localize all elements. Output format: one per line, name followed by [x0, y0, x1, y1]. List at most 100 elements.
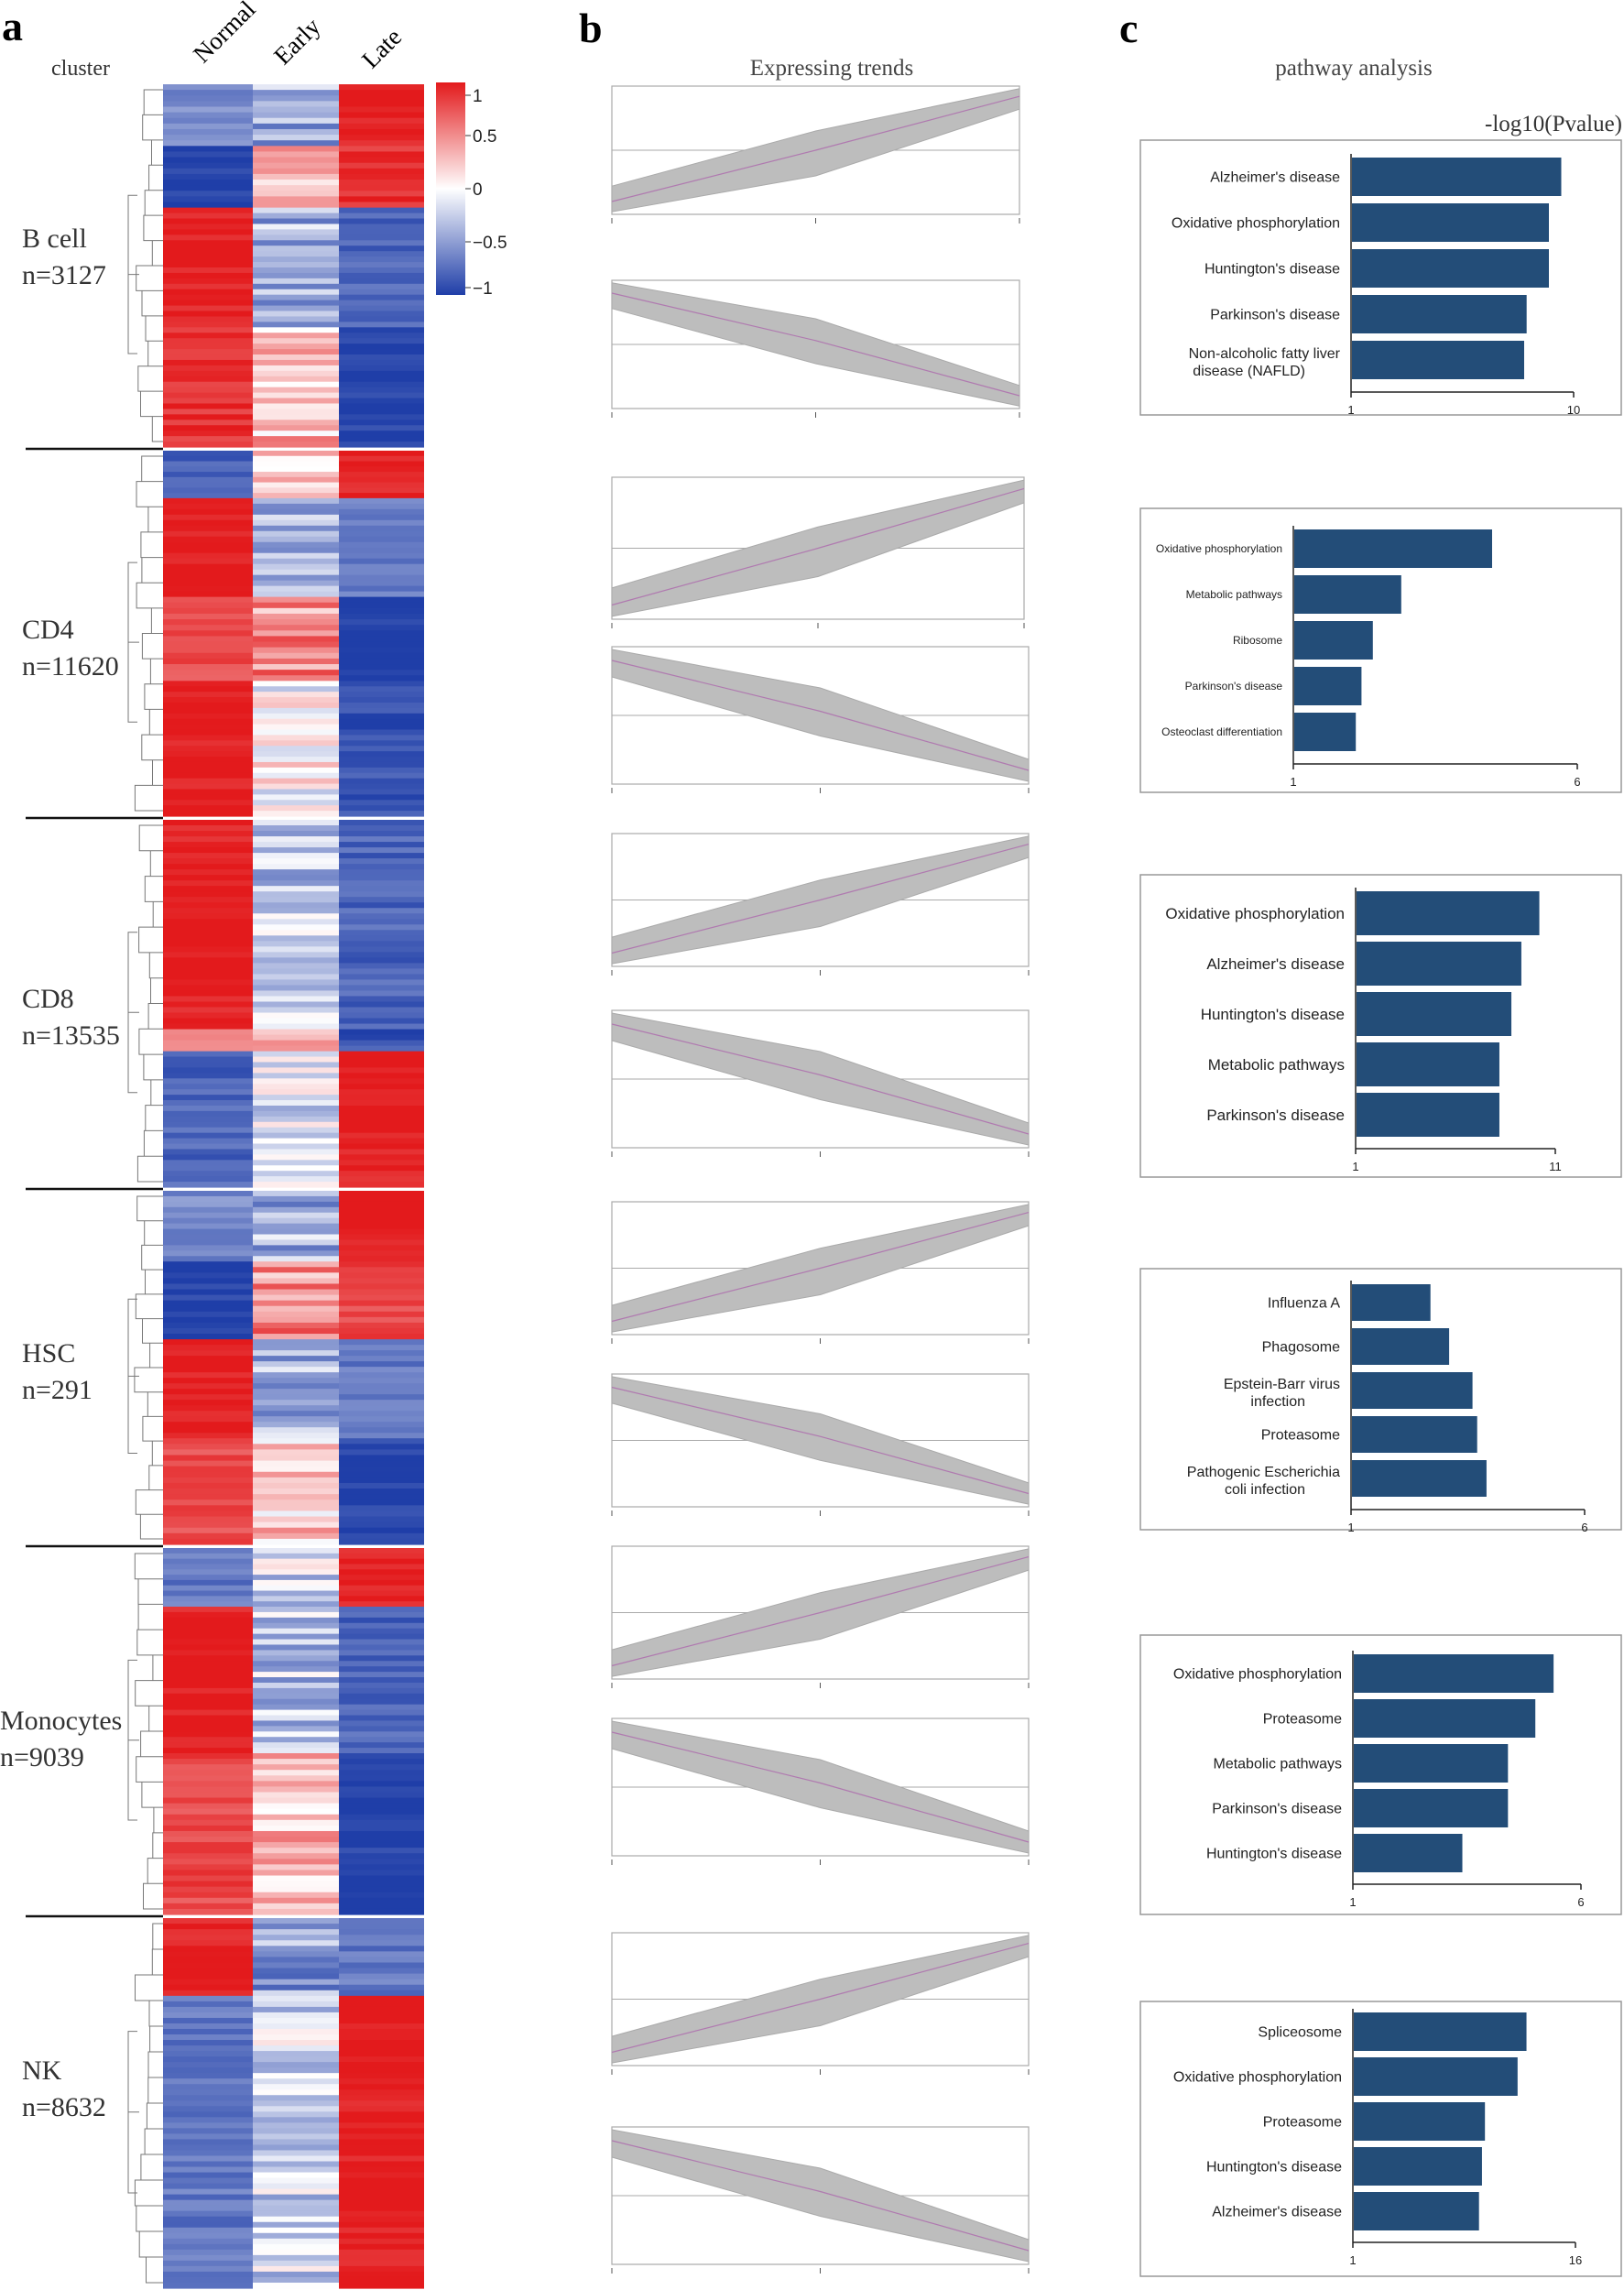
heatmap-cell [339, 1217, 424, 1225]
heatmap-cell [253, 1438, 339, 1445]
heatmap-cell [163, 157, 253, 164]
heatmap-cell [253, 1825, 339, 1832]
heatmap-cell [163, 2122, 253, 2129]
heatmap-cell [339, 1644, 424, 1652]
heatmap-cell [339, 472, 424, 478]
heatmap-cell [339, 1650, 424, 1656]
heatmap-cell [253, 1830, 339, 1837]
heatmap-cell [339, 2166, 424, 2174]
heatmap-cell [339, 398, 424, 405]
heatmap-cell [339, 935, 424, 942]
heatmap-cell [339, 1720, 424, 1727]
pathway-x-tick-label: 1 [1349, 2253, 1356, 2267]
heatmap-cell [253, 805, 339, 812]
heatmap-cell [253, 333, 339, 339]
heatmap-cell [339, 686, 424, 692]
heatmap-cell [253, 1040, 339, 1047]
heatmap-cell [253, 2045, 339, 2052]
heatmap-cell [253, 1322, 339, 1329]
trend-plot [611, 1718, 1030, 1865]
heatmap-cell [339, 245, 424, 252]
heatmap-cell [163, 811, 253, 817]
heatmap-cell [163, 2177, 253, 2185]
heatmap-cell [253, 658, 339, 665]
heatmap-cell [163, 886, 253, 892]
dendrogram-branch [127, 1195, 163, 1540]
heatmap-cell [163, 1494, 253, 1500]
heatmap-cell [163, 1875, 253, 1882]
heatmap-cell [163, 2139, 253, 2146]
heatmap-cell [253, 1940, 339, 1946]
heatmap-cell [339, 218, 424, 225]
heatmap-cell [253, 729, 339, 736]
heatmap-cell [253, 902, 339, 909]
pathway-category-label: Oxidative phosphorylation [1173, 2070, 1342, 2086]
heatmap-cell [339, 2040, 424, 2046]
heatmap-cell [339, 1056, 424, 1063]
heatmap-cell [163, 740, 253, 747]
heatmap-cell [253, 1808, 339, 1816]
heatmap-cell [253, 403, 339, 410]
heatmap-cell [163, 1100, 253, 1107]
heatmap-cell [339, 1367, 424, 1373]
heatmap-cell [253, 1607, 339, 1613]
heatmap-cell [339, 84, 424, 91]
heatmap-cell [339, 2056, 424, 2063]
heatmap-cell [163, 1201, 253, 1208]
heatmap-cell [163, 420, 253, 426]
heatmap-cell [163, 724, 253, 731]
heatmap-cell [339, 1223, 424, 1230]
heatmap-cell [339, 811, 424, 817]
heatmap-cell [163, 1438, 253, 1445]
heatmap-cell [339, 1786, 424, 1794]
heatmap-cell [163, 1001, 253, 1009]
heatmap-cell [163, 794, 253, 801]
heatmap-cell [339, 2095, 424, 2101]
heatmap-cell [163, 381, 253, 388]
heatmap-cell [253, 702, 339, 709]
heatmap-cell [339, 365, 424, 372]
heatmap-cell [339, 1499, 424, 1506]
heatmap-cell [163, 1903, 253, 1910]
heatmap-cell [339, 117, 424, 125]
pathway-category-label: Phagosome [1262, 1340, 1340, 1356]
heatmap-cell [163, 1940, 253, 1946]
heatmap-cell [339, 1698, 424, 1706]
pathway-bar [1352, 341, 1524, 379]
heatmap-cell [253, 519, 339, 527]
heatmap-cell [339, 333, 424, 339]
heatmap-cell [253, 2117, 339, 2123]
heatmap-cell [163, 1786, 253, 1794]
heatmap-cell [163, 1924, 253, 1930]
heatmap-cell [163, 1250, 253, 1257]
heatmap-cell [339, 772, 424, 780]
heatmap-cell [339, 664, 424, 671]
heatmap-cell [339, 842, 424, 848]
heatmap-cell [339, 106, 424, 114]
heatmap-cell [253, 283, 339, 290]
heatmap-cell [253, 530, 339, 538]
heatmap-cell [163, 2188, 253, 2196]
heatmap-cell [253, 1416, 339, 1423]
heatmap-cell [339, 272, 424, 279]
heatmap-cell [253, 630, 339, 638]
heatmap-cell [253, 1748, 339, 1754]
heatmap-cell [339, 757, 424, 763]
heatmap-cell [253, 591, 339, 598]
heatmap-cell [163, 173, 253, 180]
heatmap-cell [339, 2282, 424, 2289]
heatmap-cell [339, 1521, 424, 1529]
heatmap-cell [339, 897, 424, 903]
heatmap-cell [339, 2144, 424, 2152]
heatmap-cell [253, 1012, 339, 1020]
heatmap-cell [339, 482, 424, 488]
heatmap-cell [339, 836, 424, 843]
heatmap-cell [253, 1494, 339, 1500]
heatmap-cell [253, 1176, 339, 1183]
heatmap-cell [339, 1411, 424, 1417]
heatmap-cell [163, 1356, 253, 1362]
heatmap-cell [253, 1814, 339, 1821]
heatmap-cell [163, 1034, 253, 1041]
heatmap-cell [339, 1176, 424, 1183]
heatmap-cell [339, 831, 424, 837]
